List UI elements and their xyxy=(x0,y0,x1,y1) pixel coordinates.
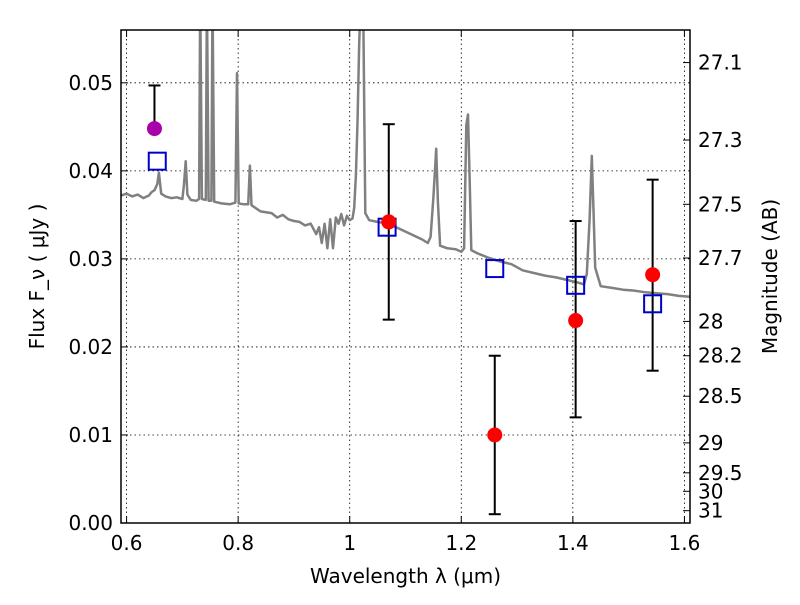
points-layer xyxy=(146,84,663,516)
observed-point xyxy=(487,427,503,443)
right-tick-label: 28.2 xyxy=(698,344,743,368)
y-tick-label: 0.03 xyxy=(68,247,113,271)
x-tick-label: 0.8 xyxy=(222,531,254,555)
right-tick-label: 28.5 xyxy=(698,384,743,408)
y-axis-label: Flux F_ν ( μJy ) xyxy=(25,204,49,350)
right-tick-label: 27.7 xyxy=(698,246,743,270)
model-photometry-square xyxy=(485,259,505,279)
x-tick-label: 1 xyxy=(343,531,356,555)
magenta-point xyxy=(146,121,162,137)
y-axis-label-right: Magnitude (AB) xyxy=(758,199,782,354)
x-tick-label: 1.2 xyxy=(445,531,477,555)
right-tick-label: 31 xyxy=(698,499,723,523)
right-tick-label: 30 xyxy=(698,479,723,503)
right-tick-label: 29 xyxy=(698,431,723,455)
y-tick-label: 0.01 xyxy=(68,423,113,447)
x-tick-label: 1.4 xyxy=(557,531,589,555)
plot-frame xyxy=(120,29,691,524)
y-tick-label: 0.04 xyxy=(68,159,113,183)
model-spectrum-line xyxy=(121,30,690,298)
right-tick-label: 27.3 xyxy=(698,128,743,152)
right-tick-label: 28 xyxy=(698,309,723,333)
model-photometry-square xyxy=(147,151,167,171)
right-tick-label: 29.5 xyxy=(698,461,743,485)
model-photometry-square xyxy=(643,294,663,314)
y-tick-label: 0.02 xyxy=(68,335,113,359)
observed-point xyxy=(381,214,397,230)
model-photometry-square xyxy=(566,275,586,295)
ticks-layer: 0.6 0.8 1 1.2 1.4 1.6 0.00 0.01 0.02 0.03 0.04 0.05… xyxy=(68,30,743,555)
y-tick-label: 0.05 xyxy=(68,71,113,95)
x-axis-label: Wavelength λ (μm) xyxy=(310,564,501,588)
x-tick-label: 1.6 xyxy=(669,531,701,555)
spectrum-layer xyxy=(121,30,690,298)
y-tick-label: 0.00 xyxy=(68,511,113,535)
right-tick-label: 27.5 xyxy=(698,192,743,216)
observed-point xyxy=(568,313,584,329)
right-tick-label: 27.1 xyxy=(698,51,743,75)
x-tick-label: 0.6 xyxy=(111,531,143,555)
observed-point xyxy=(645,267,661,283)
